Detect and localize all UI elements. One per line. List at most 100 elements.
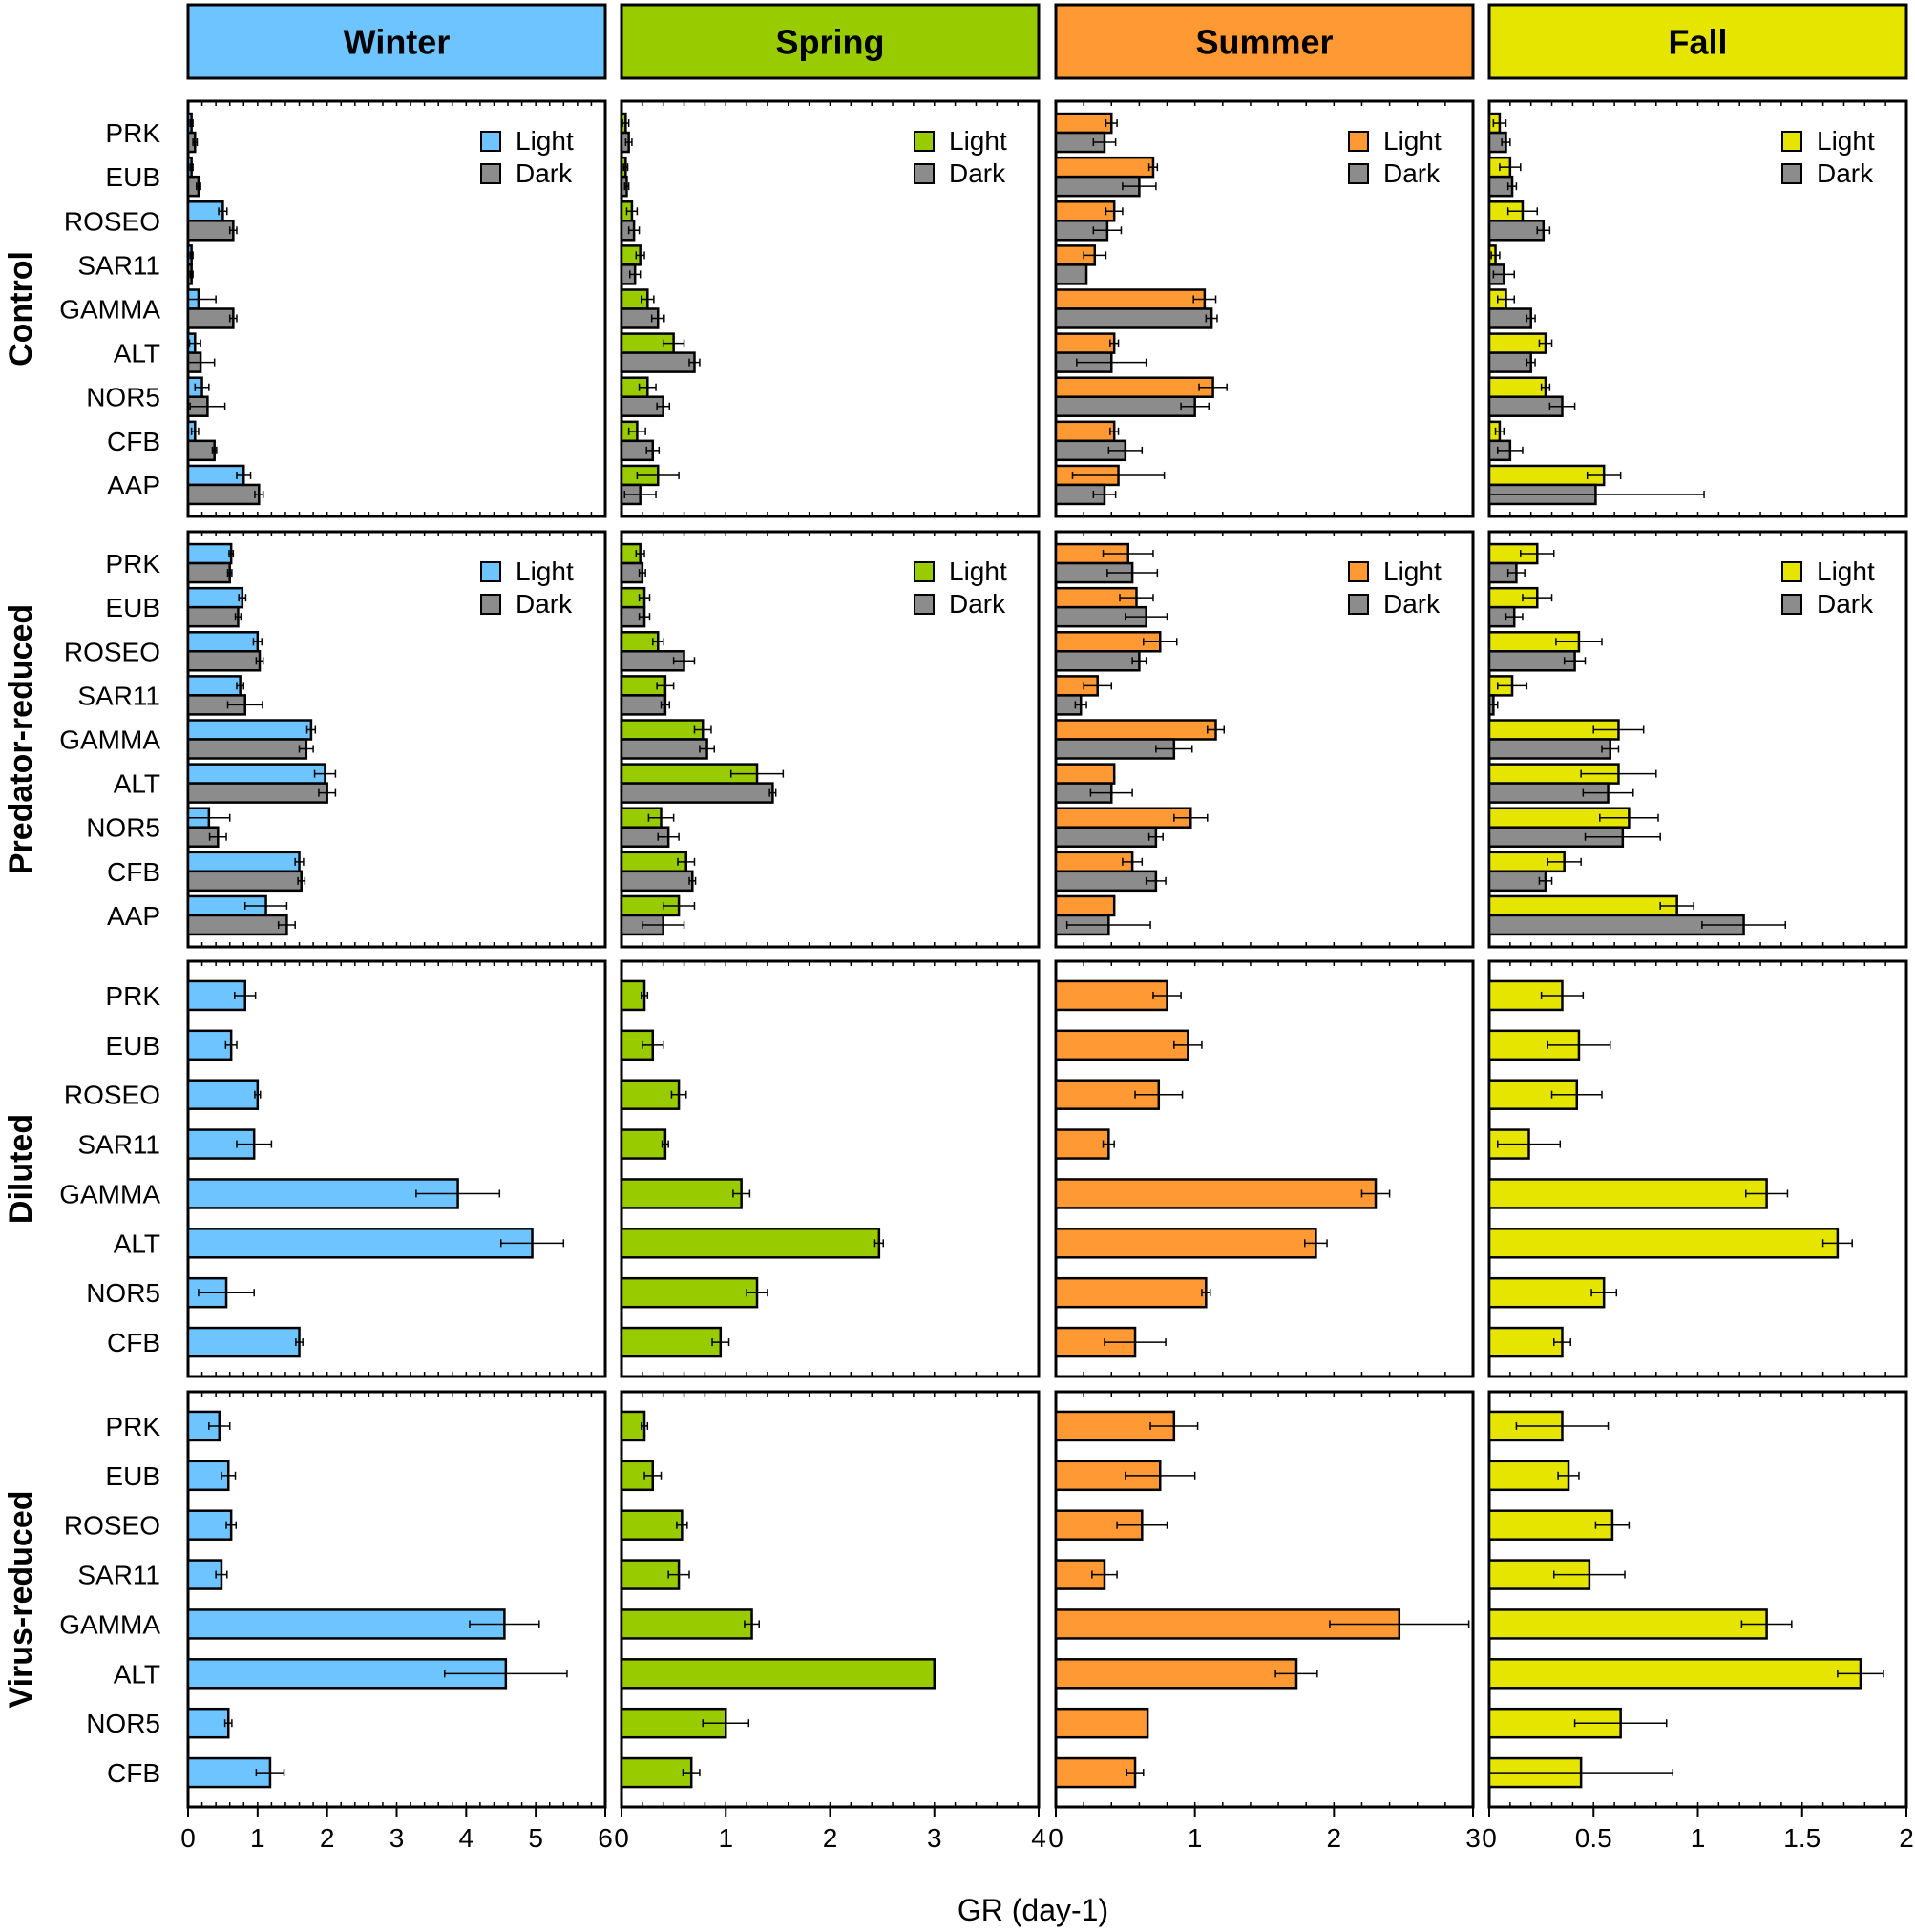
bar-light-nor5	[1487, 1276, 1606, 1309]
bar-light-nor5	[186, 1707, 230, 1739]
bar-light-prk	[1054, 979, 1168, 1012]
bar-dark-roseo	[186, 650, 262, 672]
x-axes: 0 1 2 3 4 5 6 0 1 2 3 4 0 1 2 3 0 0.5 1 1.5 2	[180, 1807, 1914, 1853]
bar-light-roseo	[620, 1509, 684, 1541]
category-label-roseo: ROSEO	[64, 206, 160, 236]
category-label-prk: PRK	[105, 549, 160, 578]
bar-light-alt	[186, 1228, 534, 1259]
bar-light-cfb	[186, 850, 301, 873]
bar-light-cfb	[620, 850, 687, 873]
bar-light-nor5	[1054, 807, 1192, 829]
legend-label-dark: Dark	[516, 158, 573, 188]
category-label-sar11: SAR11	[77, 250, 160, 280]
legend-label-dark: Dark	[1817, 589, 1874, 619]
bar-light-alt	[1054, 332, 1116, 354]
bar-dark-gamma	[186, 738, 308, 760]
category-label-aap: AAP	[107, 471, 160, 500]
tick-label: 3	[927, 1823, 942, 1853]
season-header-label: Spring	[776, 23, 885, 62]
category-label-prk: PRK	[105, 118, 160, 148]
bar-light-alt	[620, 1658, 936, 1690]
bar-dark-cfb	[620, 870, 694, 892]
category-label-cfb: CFB	[107, 1328, 160, 1357]
bar-light-eub	[1054, 1029, 1189, 1061]
bar-dark-aap	[186, 483, 261, 506]
bar-dark-alt	[620, 351, 696, 373]
bar-dark-cfb	[1054, 870, 1158, 892]
category-label-eub: EUB	[105, 1031, 160, 1060]
bar-light-cfb	[1487, 1326, 1564, 1358]
legend-swatch-light	[480, 561, 501, 582]
category-label-sar11: SAR11	[77, 681, 160, 710]
panel-frame	[1487, 959, 1908, 1378]
treatment-label: Predator-reduced	[3, 604, 39, 874]
tick-label: 0	[1048, 1823, 1063, 1853]
legend-label-light: Light	[516, 126, 574, 156]
legend-label-light: Light	[516, 556, 574, 586]
category-label-cfb: CFB	[107, 1758, 160, 1788]
category-label-sar11: SAR11	[77, 1130, 160, 1160]
legend-swatch-light	[1348, 561, 1369, 582]
legend-swatch-light	[1348, 131, 1369, 152]
category-label-nor5: NOR5	[86, 813, 160, 843]
category-label-roseo: ROSEO	[64, 637, 160, 666]
bar-light-gamma	[186, 719, 313, 741]
panels: LightDarkLightDarkLightDarkLightDarkLigh…	[186, 99, 1908, 1809]
bar-dark-gamma	[620, 738, 708, 760]
panel-virus-reduced-summer	[1054, 1390, 1475, 1809]
category-label-aap: AAP	[107, 901, 160, 931]
bar-light-nor5	[1054, 1707, 1149, 1739]
bar-light-roseo	[186, 1079, 260, 1110]
bar-light-gamma	[620, 719, 705, 741]
panel-diluted-winter	[186, 959, 607, 1378]
bar-light-alt	[186, 763, 326, 785]
tick-label: 2	[823, 1823, 838, 1853]
tick-label: 2	[1899, 1823, 1914, 1853]
tick-label: 1	[718, 1823, 733, 1853]
bar-light-roseo	[186, 1509, 233, 1541]
treatment-label: Diluted	[3, 1114, 39, 1224]
category-label-sar11: SAR11	[77, 1561, 160, 1590]
season-header-summer	[1054, 3, 1475, 80]
bar-dark-sar11	[620, 694, 667, 716]
bar-light-gamma	[620, 1608, 753, 1640]
category-label-eub: EUB	[105, 1461, 160, 1491]
bar-dark-alt	[620, 782, 774, 804]
bar-light-nor5	[620, 1276, 759, 1309]
bar-light-cfb	[620, 1326, 723, 1358]
legend-label-dark: Dark	[1383, 589, 1441, 619]
bar-light-gamma	[1054, 1178, 1378, 1209]
season-header-winter	[186, 3, 607, 80]
bar-light-gamma	[1487, 1178, 1768, 1209]
category-label-alt: ALT	[114, 1659, 160, 1689]
panel-diluted-spring	[620, 959, 1041, 1378]
panel-frame	[1487, 1390, 1908, 1809]
legend-label-dark: Dark	[516, 589, 573, 619]
treatment-label: Virus-reduced	[3, 1490, 39, 1708]
tick-label: 3	[1465, 1823, 1481, 1853]
x-axis-title: GR (day-1)	[958, 1893, 1108, 1927]
bar-light-cfb	[1054, 420, 1116, 443]
category-label-eub: EUB	[105, 162, 160, 192]
bar-light-gamma	[620, 1178, 743, 1209]
bar-dark-gamma	[1054, 307, 1213, 329]
bar-light-alt	[1054, 763, 1116, 785]
category-label-gamma: GAMMA	[59, 295, 160, 325]
category-label-prk: PRK	[105, 981, 160, 1011]
bar-dark-gamma	[186, 307, 235, 329]
category-label-prk: PRK	[105, 1412, 160, 1441]
category-label-eub: EUB	[105, 593, 160, 622]
legend-swatch-light	[1781, 131, 1802, 152]
bar-dark-cfb	[1487, 870, 1547, 892]
bar-dark-prk	[186, 561, 231, 584]
treatment-labels: Control Predator-reduced Diluted Virus-redu…	[3, 118, 160, 1788]
legend-swatch-light	[914, 131, 935, 152]
legend-swatch-light	[1781, 561, 1802, 582]
tick-label: 3	[389, 1823, 405, 1853]
legend-label-light: Light	[1383, 556, 1442, 586]
category-label-nor5: NOR5	[86, 1278, 160, 1308]
bar-light-eub	[186, 586, 244, 609]
